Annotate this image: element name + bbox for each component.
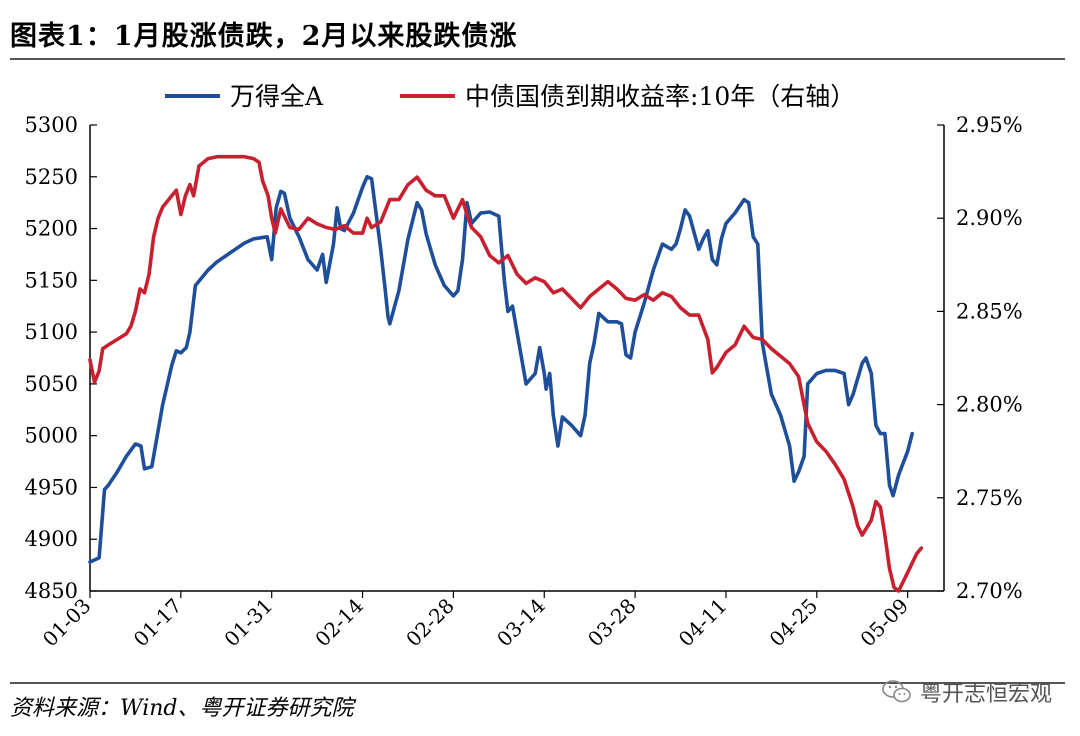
y-right-tick-label: 2.80% — [956, 393, 1023, 417]
y-left-tick-label: 4900 — [25, 527, 78, 551]
y-left-tick-label: 5200 — [25, 217, 78, 241]
y-left-tick-label: 5050 — [25, 372, 78, 396]
y-left-tick-label: 5000 — [25, 424, 78, 448]
y-left-tick-label: 4850 — [25, 579, 78, 603]
y-right-tick-label: 2.70% — [956, 579, 1023, 603]
chart-series — [88, 154, 924, 593]
series-line-wind-a — [88, 175, 914, 564]
series-line-bond-yield — [88, 154, 924, 593]
page-title: 图表1：1月股涨债跌，2月以来股跌债涨 — [10, 21, 518, 52]
watermark: 粤开志恒宏观 — [882, 676, 1052, 708]
x-tick-label: 02-28 — [401, 594, 459, 652]
x-tick-label: 02-14 — [310, 594, 368, 652]
x-tick-label: 04-11 — [674, 594, 732, 652]
y-left-tick-label: 5100 — [25, 320, 78, 344]
source-note: 资料来源：Wind、粤开证券研究院 — [10, 696, 354, 721]
y-right-tick-label: 2.85% — [956, 299, 1023, 323]
wechat-icon — [882, 680, 911, 703]
chart-legend: 万得全A 中债国债到期收益率:10年（右轴） — [165, 82, 855, 111]
y-left-tick-label: 5250 — [25, 165, 78, 189]
legend-label: 万得全A — [230, 82, 324, 111]
y-left-tick-label: 5150 — [25, 268, 78, 292]
x-tick-label: 04-25 — [765, 594, 823, 652]
y-left-tick-label: 5300 — [25, 113, 78, 137]
y-right-tick-label: 2.95% — [956, 113, 1023, 137]
legend-label: 中债国债到期收益率:10年（右轴） — [465, 82, 855, 111]
y-right-tick-label: 2.75% — [956, 486, 1023, 510]
title-divider — [10, 58, 1065, 60]
watermark-text: 粤开志恒宏观 — [919, 682, 1052, 707]
x-tick-label: 01-31 — [219, 594, 277, 652]
x-tick-label: 05-09 — [855, 594, 913, 652]
y-left-tick-label: 4950 — [25, 475, 78, 499]
footer-divider — [10, 682, 1065, 684]
y-right-tick-label: 2.90% — [956, 206, 1023, 230]
x-tick-label: 01-17 — [129, 594, 187, 652]
x-tick-label: 03-14 — [492, 594, 550, 652]
x-tick-label: 03-28 — [583, 594, 641, 652]
line-chart: 万得全A 中债国债到期收益率:10年（右轴） 4850 4900 4950 5000 50… — [25, 82, 1023, 652]
